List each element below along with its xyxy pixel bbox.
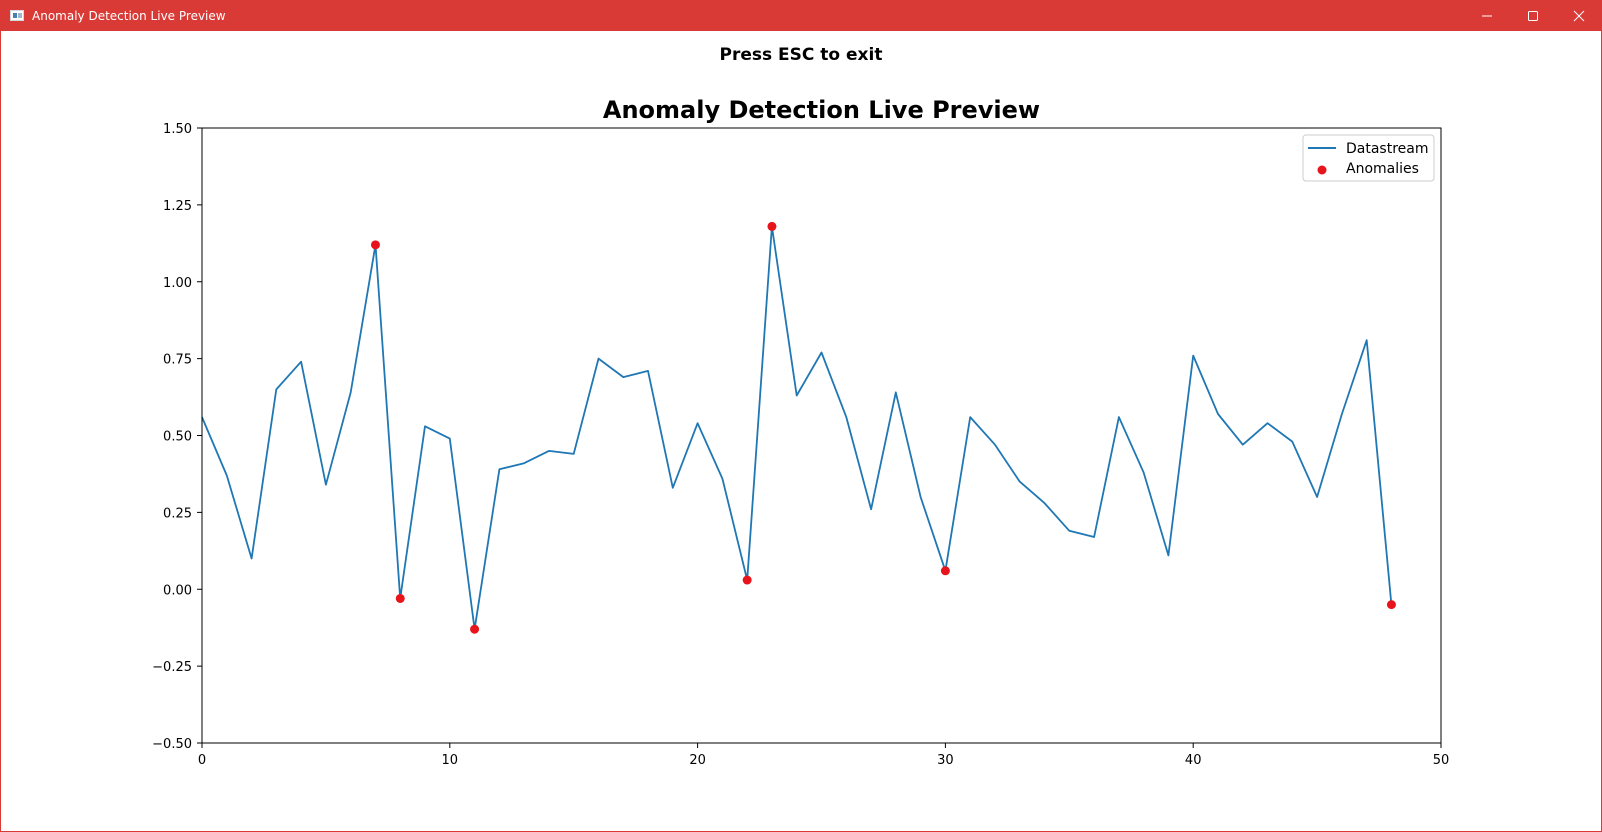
- y-tick-label: 0.75: [163, 353, 192, 368]
- y-tick-label: 0.00: [163, 583, 192, 598]
- chart-title: Anomaly Detection Live Preview: [603, 96, 1040, 124]
- legend-box: [1302, 134, 1435, 182]
- y-tick-label: −0.25: [152, 660, 192, 675]
- legend-label-datastream: Datastream: [1346, 141, 1429, 157]
- anomaly-point: [940, 566, 950, 576]
- legend-dot-swatch: [1317, 165, 1327, 175]
- anomaly-point: [1386, 600, 1396, 610]
- x-tick-label: 40: [1185, 753, 1202, 768]
- plot-frame: [201, 127, 1442, 744]
- close-button[interactable]: [1556, 1, 1602, 31]
- maximize-button[interactable]: [1510, 1, 1556, 31]
- maximize-icon: [1528, 11, 1538, 21]
- x-tick-label: 0: [198, 753, 206, 768]
- x-tick-label: 30: [937, 753, 954, 768]
- x-axis: 0 10 20 30 40 50: [198, 743, 1449, 768]
- minimize-icon: [1482, 15, 1492, 17]
- anomaly-point: [370, 240, 380, 250]
- anomaly-point: [742, 575, 752, 585]
- anomaly-point: [767, 221, 777, 231]
- app-icon: [10, 10, 24, 21]
- y-tick-label: 1.50: [163, 122, 192, 137]
- anomaly-point: [395, 593, 405, 603]
- legend-label-anomalies: Anomalies: [1346, 161, 1419, 177]
- esc-hint: Press ESC to exit: [719, 45, 883, 65]
- title-bar[interactable]: Anomaly Detection Live Preview: [1, 1, 1601, 31]
- anomaly-chart: Anomaly Detection Live Preview 0 10 20 30 40…: [152, 96, 1449, 768]
- legend: Datastream Anomalies: [1302, 134, 1435, 182]
- plot-area: [201, 127, 1442, 744]
- x-tick-label: 10: [442, 753, 459, 768]
- y-tick-label: 1.25: [163, 199, 192, 214]
- y-tick-label: 0.25: [163, 506, 192, 521]
- x-tick-label: 20: [689, 753, 706, 768]
- x-tick-label: 50: [1433, 753, 1450, 768]
- y-tick-label: 0.50: [163, 430, 192, 445]
- y-axis: −0.50 −0.25 0.00 0.25 0.50 0.75 1.00 1.25 1.50: [152, 122, 202, 752]
- minimize-button[interactable]: [1464, 1, 1510, 31]
- window-title: Anomaly Detection Live Preview: [32, 9, 226, 23]
- anomaly-point: [470, 624, 480, 634]
- y-tick-label: 1.00: [163, 276, 192, 291]
- y-tick-label: −0.50: [152, 737, 192, 752]
- close-icon: [1573, 10, 1585, 22]
- series-line-datastream: [201, 225, 1393, 631]
